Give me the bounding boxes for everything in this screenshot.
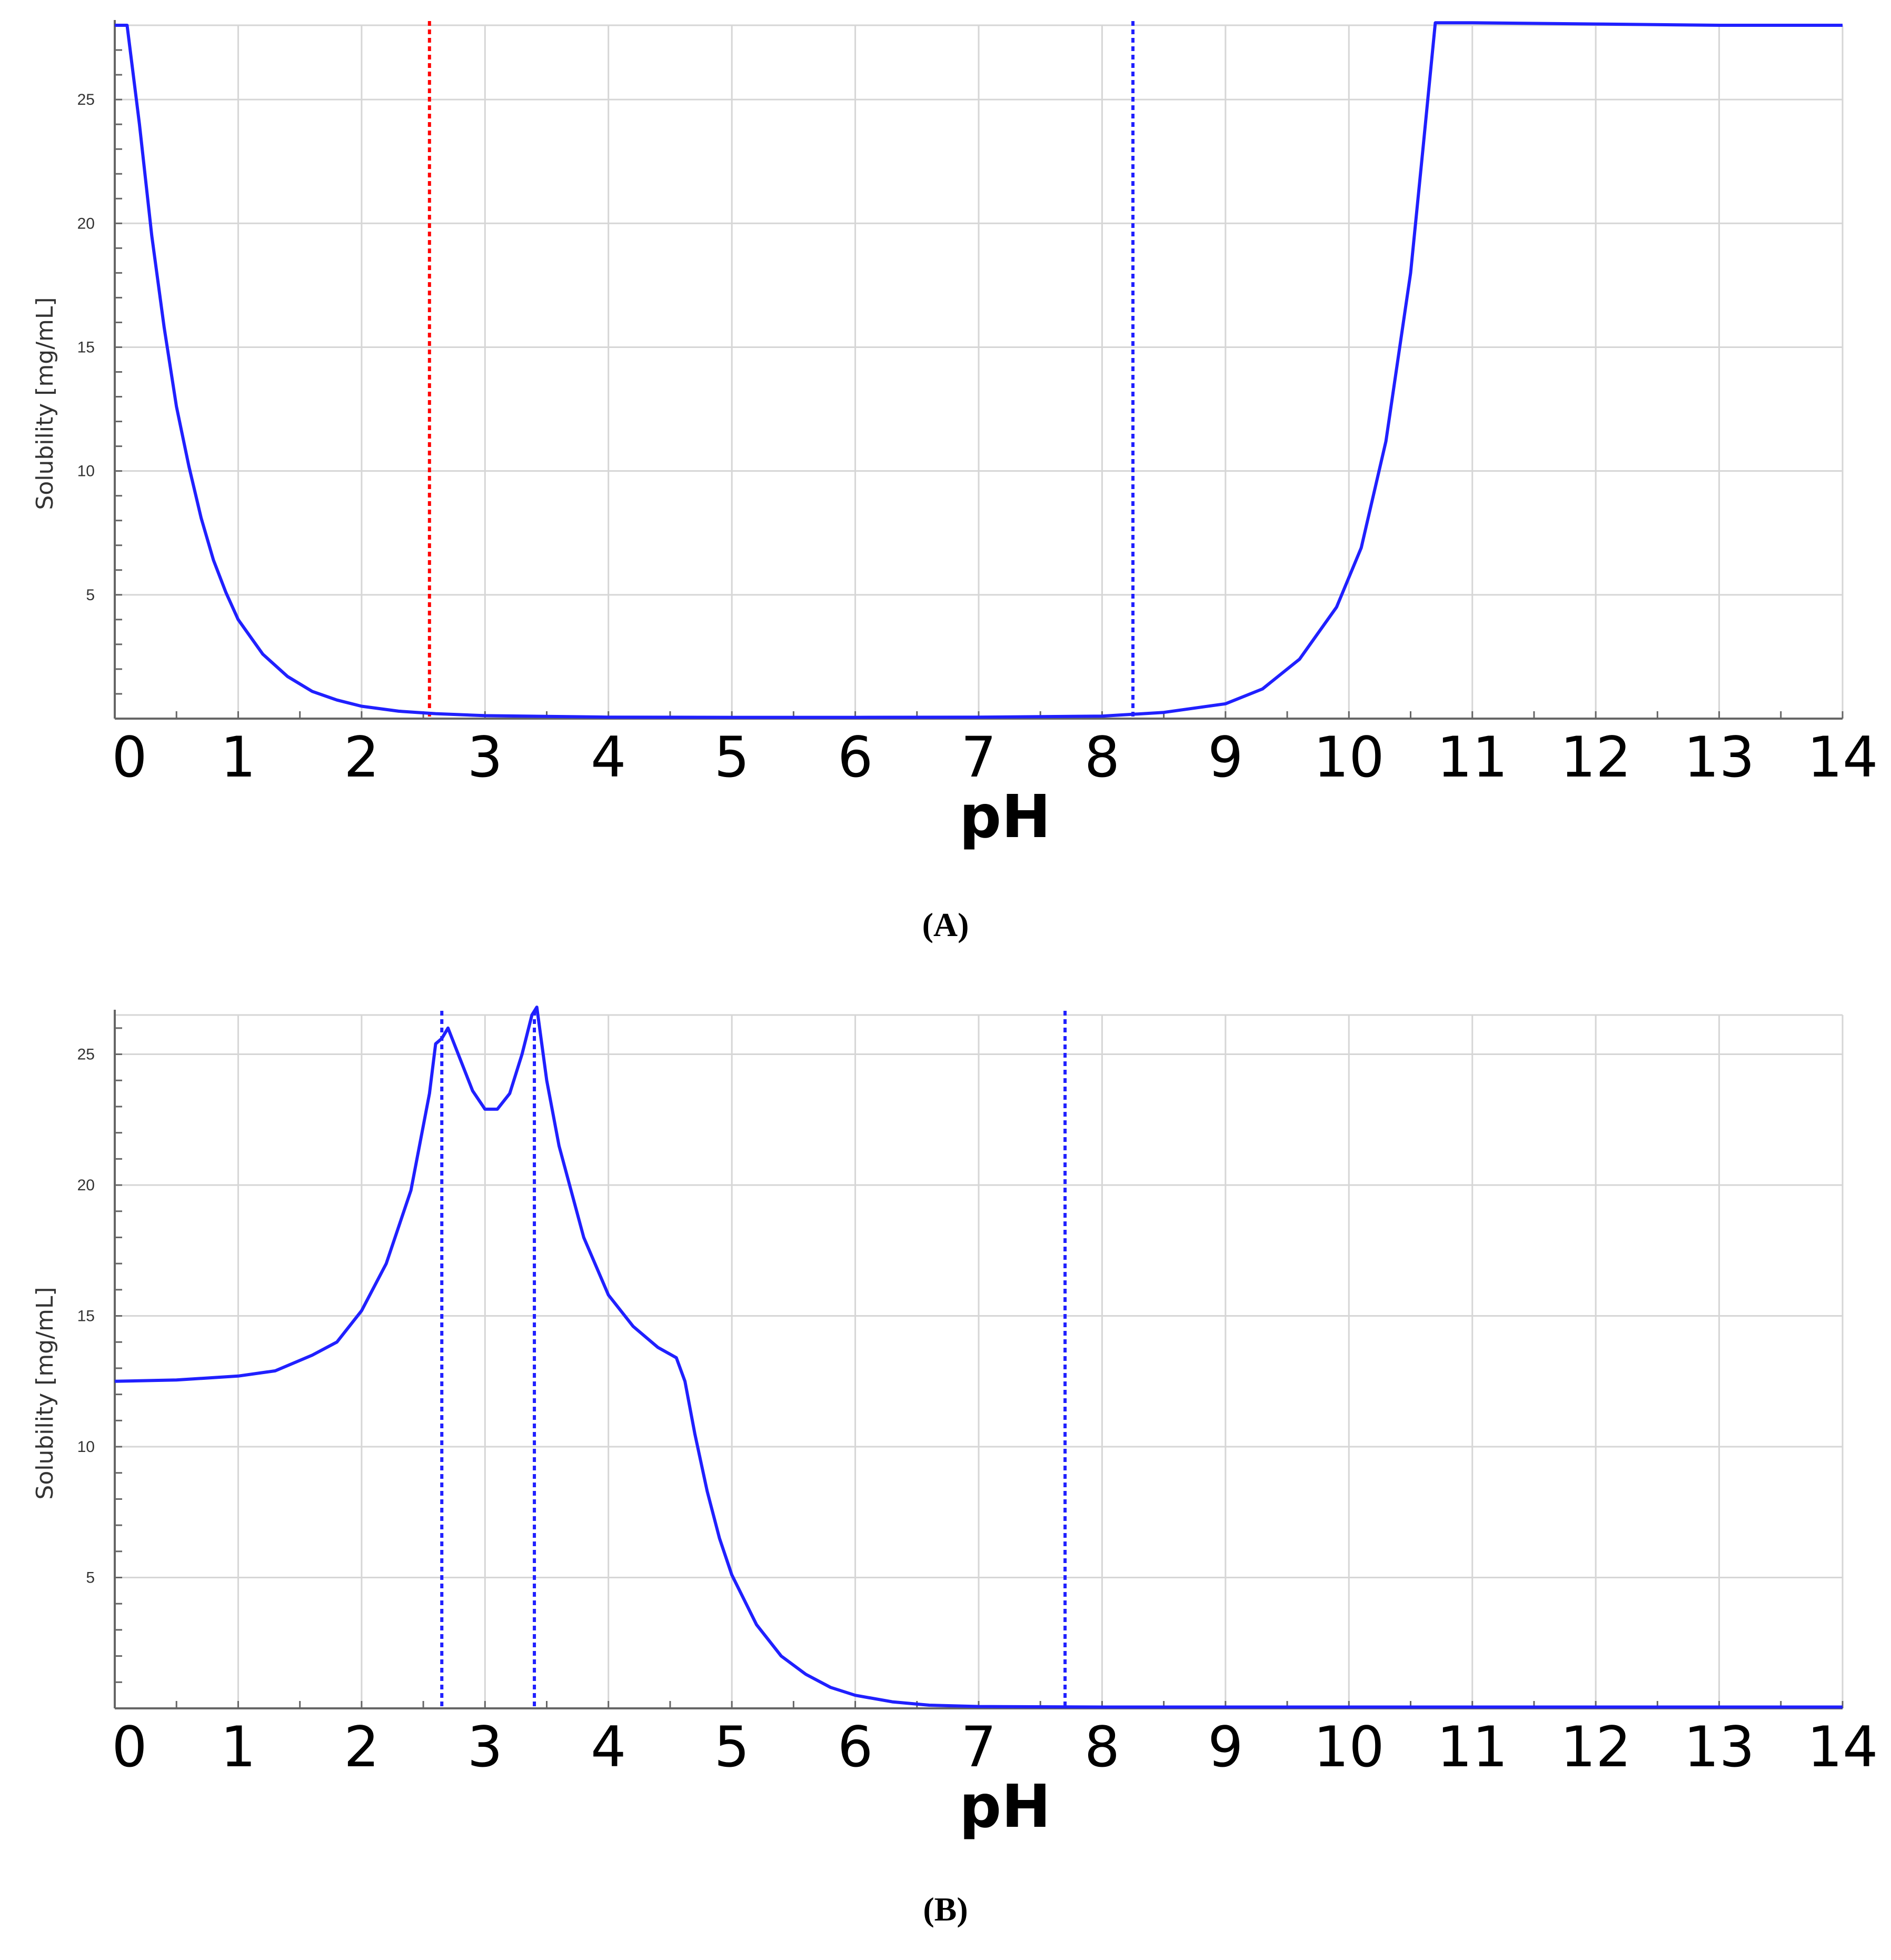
gridlines (114, 1014, 1844, 1708)
pka-markers (440, 1011, 1067, 1708)
x-tick-label: 6 (838, 725, 873, 790)
y-tick-label: 5 (86, 1569, 95, 1587)
solubility-curve (115, 21, 1843, 719)
gridlines (114, 24, 1844, 719)
panel-caption-a: (A) (922, 906, 969, 943)
x-axis-title: pH (959, 783, 1051, 851)
x-tick-label: 6 (838, 1715, 873, 1779)
x-tick-label: 7 (961, 1715, 996, 1779)
x-tick-label: 1 (221, 1715, 256, 1779)
y-tick-label: 10 (77, 463, 95, 480)
y-tick-label: 20 (77, 1177, 95, 1194)
x-tick-label: 13 (1684, 1715, 1755, 1779)
y-tick-label: 15 (77, 339, 95, 356)
x-tick-label: 2 (344, 1715, 379, 1779)
x-tick-label: 12 (1560, 725, 1631, 790)
y-tick-label: 20 (77, 215, 95, 232)
x-tick-label: 4 (591, 725, 626, 790)
x-tick-label: 7 (961, 725, 996, 790)
x-tick-label: 8 (1084, 1715, 1120, 1779)
panel-caption-b: (B) (923, 1891, 968, 1928)
y-axis-title: Solubility [mg/mL] (32, 1287, 58, 1499)
x-axis-title: pH (959, 1773, 1051, 1841)
chart-panel-b: 5 10 15 20 25 0 1 2 3 4 5 6 7 8 9 10 11 12 13 14 pH Solubilit… (0, 990, 1891, 1960)
x-tick-label: 4 (591, 1715, 626, 1779)
y-tick-label: 25 (77, 1046, 95, 1063)
chart-panel-a: 5 10 15 20 25 0 1 2 3 4 5 6 7 8 9 10 11 12 13 14 pH Solubilit… (0, 0, 1891, 979)
x-tick-label: 8 (1084, 725, 1120, 790)
y-tick-label: 10 (77, 1438, 95, 1456)
y-tick-label: 25 (77, 91, 95, 108)
x-tick-label: 11 (1437, 725, 1508, 790)
x-tick-label: 0 (112, 725, 147, 790)
y-axis-title: Solubility [mg/mL] (32, 297, 58, 510)
y-tick-label: 15 (77, 1308, 95, 1325)
x-tick-label: 13 (1684, 725, 1755, 790)
y-tick-label: 5 (86, 586, 95, 604)
x-tick-label: 9 (1208, 725, 1243, 790)
x-tick-label: 5 (714, 725, 749, 790)
x-tick-label: 5 (714, 1715, 749, 1779)
x-tick-label: 0 (112, 1715, 147, 1779)
x-tick-label: 14 (1807, 1715, 1878, 1779)
x-tick-label: 14 (1807, 725, 1878, 790)
x-tick-label: 11 (1437, 1715, 1508, 1779)
x-tick-label: 3 (467, 725, 503, 790)
x-tick-label: 10 (1313, 1715, 1385, 1779)
x-tick-label: 2 (344, 725, 379, 790)
x-tick-label: 1 (221, 725, 256, 790)
x-tick-label: 9 (1208, 1715, 1243, 1779)
x-tick-label: 12 (1560, 1715, 1631, 1779)
x-tick-label: 3 (467, 1715, 503, 1779)
x-tick-label: 10 (1313, 725, 1385, 790)
solubility-curve (114, 1006, 1843, 1709)
pka-markers (427, 21, 1135, 719)
